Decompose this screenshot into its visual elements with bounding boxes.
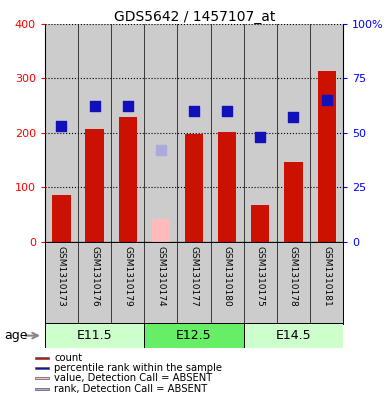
- Point: [158, 147, 164, 153]
- Bar: [35, 377, 49, 380]
- Bar: [35, 387, 49, 390]
- Text: rank, Detection Call = ABSENT: rank, Detection Call = ABSENT: [54, 384, 207, 393]
- Bar: [218, 132, 236, 242]
- Bar: [35, 367, 49, 369]
- Text: count: count: [54, 353, 82, 363]
- Bar: [211, 24, 244, 242]
- Point: [191, 108, 197, 114]
- Bar: [78, 24, 111, 242]
- Text: GSM1310180: GSM1310180: [223, 246, 232, 307]
- Text: GSM1310177: GSM1310177: [190, 246, 199, 307]
- Text: GSM1310176: GSM1310176: [90, 246, 99, 307]
- Text: value, Detection Call = ABSENT: value, Detection Call = ABSENT: [54, 373, 212, 384]
- Text: age: age: [4, 329, 27, 342]
- Bar: [244, 323, 343, 348]
- Bar: [251, 205, 269, 242]
- Point: [323, 97, 330, 103]
- Bar: [144, 24, 177, 242]
- Text: E12.5: E12.5: [176, 329, 212, 342]
- Bar: [85, 129, 104, 242]
- Text: GSM1310174: GSM1310174: [156, 246, 165, 307]
- Point: [224, 108, 230, 114]
- Text: GSM1310175: GSM1310175: [256, 246, 265, 307]
- Bar: [52, 195, 71, 242]
- Bar: [317, 71, 336, 242]
- Text: GSM1310179: GSM1310179: [123, 246, 132, 307]
- Text: GSM1310181: GSM1310181: [322, 246, 331, 307]
- Bar: [119, 118, 137, 242]
- Text: E11.5: E11.5: [77, 329, 112, 342]
- Bar: [144, 323, 244, 348]
- Text: GDS5642 / 1457107_at: GDS5642 / 1457107_at: [114, 10, 276, 24]
- Point: [58, 123, 65, 129]
- Bar: [111, 24, 144, 242]
- Bar: [177, 24, 211, 242]
- Point: [290, 114, 296, 121]
- Point: [91, 103, 98, 110]
- Point: [124, 103, 131, 110]
- Bar: [35, 357, 49, 359]
- Text: E14.5: E14.5: [276, 329, 311, 342]
- Bar: [284, 162, 303, 242]
- Bar: [277, 24, 310, 242]
- Text: GSM1310178: GSM1310178: [289, 246, 298, 307]
- Text: percentile rank within the sample: percentile rank within the sample: [54, 363, 222, 373]
- Bar: [45, 323, 144, 348]
- Bar: [185, 134, 203, 242]
- Text: GSM1310173: GSM1310173: [57, 246, 66, 307]
- Point: [257, 134, 263, 140]
- Bar: [310, 24, 343, 242]
- Bar: [45, 24, 78, 242]
- Bar: [244, 24, 277, 242]
- Bar: [152, 219, 170, 242]
